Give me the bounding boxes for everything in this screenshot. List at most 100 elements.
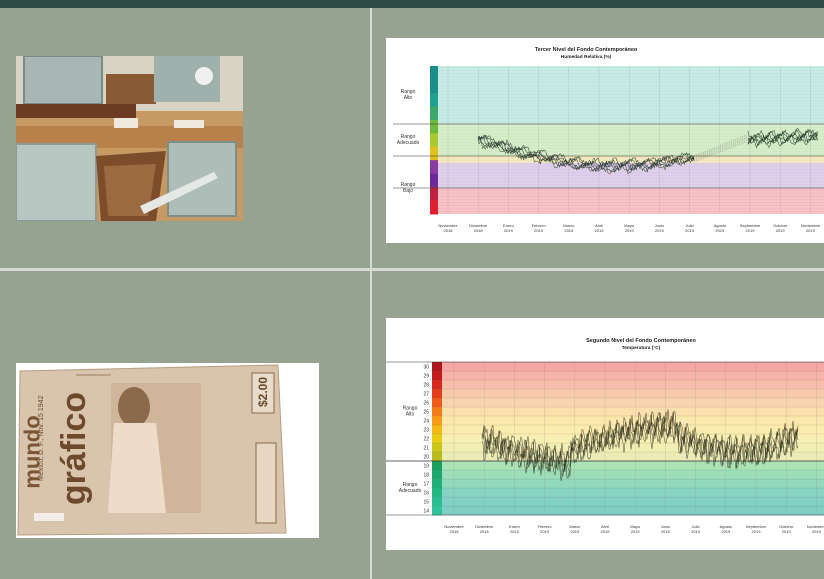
month-label: Diciembre xyxy=(475,524,494,529)
month-year: 2018 xyxy=(450,529,460,534)
chart-title: Segundo Nivel del Fondo Contemporáneo xyxy=(586,338,696,344)
chart-title: Tercer Nivel del Fondo Contemporáneo xyxy=(535,47,638,53)
month-year: 2019 xyxy=(715,228,725,233)
color-scale-segment xyxy=(430,187,438,202)
grid-divider-vertical xyxy=(370,8,372,579)
range-label-1: Rango xyxy=(403,482,418,488)
y-tick-label: 15 xyxy=(423,499,429,505)
color-scale-segment xyxy=(430,79,438,94)
series-line-b-5 xyxy=(747,134,818,149)
month-year: 2019 xyxy=(752,529,762,534)
y-tick-label: 22 xyxy=(423,436,429,442)
month-year: 2019 xyxy=(595,228,605,233)
cover-price: $2.00 xyxy=(256,376,271,408)
series-gap-5 xyxy=(693,141,749,163)
temp-band xyxy=(442,443,824,453)
range-label-0-b: Alto xyxy=(406,412,415,418)
range-label-0: Rango xyxy=(403,406,418,412)
temp-band xyxy=(442,497,824,507)
y-tick-label: 27 xyxy=(423,391,429,397)
color-scale-segment xyxy=(432,407,442,417)
month-label: Marzo xyxy=(569,524,581,529)
range-label-1-b: Adecuado xyxy=(399,488,422,494)
cover-date: México, D. F., Nov. 15 1942 xyxy=(38,395,45,481)
y-tick-label: 21 xyxy=(423,445,429,451)
month-year: 2019 xyxy=(504,228,514,233)
month-year: 2019 xyxy=(655,228,665,233)
series-gap-3 xyxy=(693,138,749,160)
month-year: 2019 xyxy=(661,529,671,534)
color-scale-segment xyxy=(432,380,442,390)
color-scale-segment xyxy=(430,133,438,148)
color-scale-segment xyxy=(432,488,442,498)
month-year: 2019 xyxy=(776,228,786,233)
color-scale-segment xyxy=(430,173,438,188)
temp-band xyxy=(442,398,824,408)
series-line-5 xyxy=(477,141,695,175)
color-scale-segment xyxy=(432,497,442,507)
color-scale-segment xyxy=(432,506,442,516)
color-scale-segment xyxy=(430,106,438,121)
month-label: Febrero xyxy=(538,524,553,529)
month-label: Agosto xyxy=(720,524,733,529)
color-scale-segment xyxy=(432,434,442,444)
y-tick-label: 14 xyxy=(423,508,429,514)
color-scale-segment xyxy=(430,92,438,107)
month-label: Mayo xyxy=(630,524,641,529)
month-year: 2019 xyxy=(601,529,611,534)
color-scale-segment xyxy=(430,119,438,134)
series-gap-1 xyxy=(693,135,749,158)
series-gap-4 xyxy=(693,139,749,161)
month-label: Octubre xyxy=(773,223,788,228)
chart-temperature: Segundo Nivel del Fondo Contemporáneo Tem… xyxy=(386,318,824,550)
series-line-4 xyxy=(481,421,799,482)
month-label: Junio xyxy=(661,524,671,529)
month-label: Noviembre xyxy=(438,223,458,228)
temp-band xyxy=(442,371,824,381)
month-label: Julio xyxy=(691,524,700,529)
month-label: Mayo xyxy=(624,223,635,228)
y-tick-label: 30 xyxy=(423,364,429,370)
y-tick-label: 23 xyxy=(423,427,429,433)
temp-band xyxy=(442,389,824,399)
month-label: Enero xyxy=(509,524,520,529)
y-tick-label: 28 xyxy=(423,382,429,388)
color-scale-segment xyxy=(432,443,442,453)
series-line-b-2 xyxy=(747,130,818,144)
series-line-0 xyxy=(481,409,799,470)
series-line-4 xyxy=(477,135,694,173)
month-year: 2019 xyxy=(721,529,731,534)
color-scale-segment xyxy=(432,416,442,426)
month-label: Abril xyxy=(601,524,609,529)
month-label: Septiembre xyxy=(740,223,761,228)
month-label: Noviembre xyxy=(801,223,821,228)
month-label: Marzo xyxy=(563,223,575,228)
temp-band xyxy=(442,407,824,417)
series-gap-2 xyxy=(693,136,749,159)
temp-band xyxy=(442,470,824,480)
month-year: 2019 xyxy=(534,228,544,233)
range-label-0: Rango xyxy=(401,89,416,95)
month-label: Septiembre xyxy=(746,524,767,529)
color-scale-segment xyxy=(430,160,438,175)
month-label: Noviembre xyxy=(807,524,824,529)
month-label: Abril xyxy=(595,223,603,228)
month-year: 2019 xyxy=(685,228,695,233)
month-year: 2019 xyxy=(782,529,792,534)
series-gap-0 xyxy=(693,133,749,157)
series-line-b-1 xyxy=(747,129,818,143)
top-bar xyxy=(0,0,824,8)
temp-band xyxy=(442,461,824,471)
photo-restoration-materials xyxy=(16,56,243,221)
y-tick-label: 24 xyxy=(423,418,429,424)
month-year: 2018 xyxy=(474,228,484,233)
band-0 xyxy=(438,66,824,124)
color-scale-segment xyxy=(430,66,438,80)
y-tick-label: 17 xyxy=(423,481,429,487)
y-tick-label: 25 xyxy=(423,409,429,415)
month-label: Diciembre xyxy=(469,223,488,228)
temp-band xyxy=(442,488,824,498)
range-label-2: Rango xyxy=(401,182,416,188)
month-year: 2019 xyxy=(691,529,701,534)
month-label: Noviembre xyxy=(444,524,464,529)
